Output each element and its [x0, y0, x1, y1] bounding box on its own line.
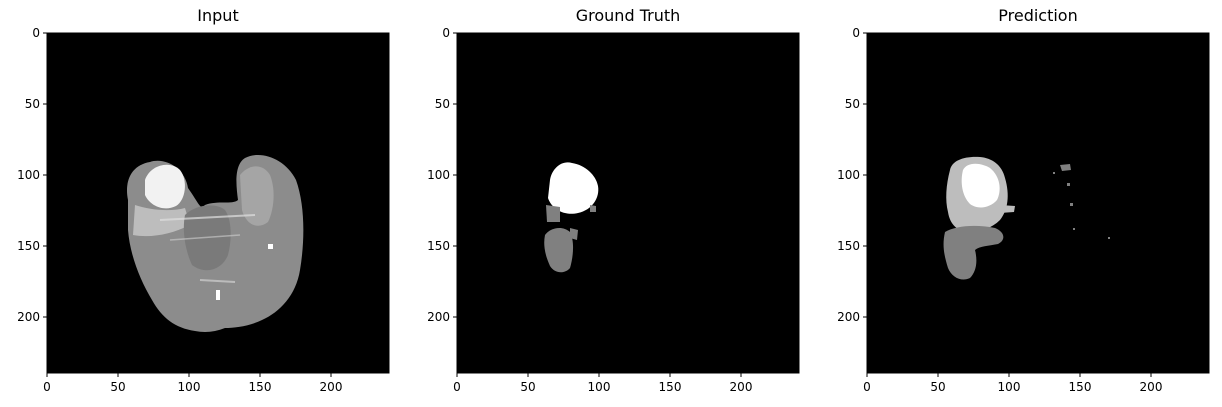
y-tick-label: 50 [435, 97, 450, 111]
x-axis: 0 50 100 150 200 [863, 373, 1162, 394]
x-tick-label: 200 [730, 380, 753, 394]
x-tick-label: 100 [998, 380, 1021, 394]
axes-prediction: 0 50 100 150 200 0 50 100 150 200 [837, 26, 1210, 394]
y-tick-label: 0 [32, 26, 40, 40]
panel-title: Prediction [998, 6, 1078, 25]
x-tick-label: 0 [863, 380, 871, 394]
axes-input: 0 50 100 150 200 0 50 100 150 200 [17, 26, 390, 394]
panel-input: Input 0 50 100 150 [0, 0, 400, 407]
x-tick-label: 150 [249, 380, 272, 394]
axes-frame [46, 32, 390, 374]
y-tick-label: 200 [427, 310, 450, 324]
x-tick-label: 200 [1140, 380, 1163, 394]
x-tick-label: 50 [520, 380, 535, 394]
axes-frame [866, 32, 1210, 374]
axes-frame [456, 32, 800, 374]
x-axis: 0 50 100 150 200 [43, 373, 342, 394]
y-tick-label: 150 [837, 239, 860, 253]
x-tick-label: 50 [110, 380, 125, 394]
x-tick-label: 150 [659, 380, 682, 394]
x-tick-label: 50 [930, 380, 945, 394]
segmentation-mask [544, 162, 599, 273]
panel-title: Ground Truth [575, 6, 681, 25]
x-tick-label: 200 [320, 380, 343, 394]
y-tick-label: 100 [427, 168, 450, 182]
x-axis: 0 50 100 150 200 [453, 373, 752, 394]
y-tick-label: 200 [837, 310, 860, 324]
image-area [457, 33, 799, 373]
x-tick-label: 100 [588, 380, 611, 394]
x-tick-label: 100 [178, 380, 201, 394]
y-tick-label: 150 [427, 239, 450, 253]
panel-ground-truth: Ground Truth 0 50 100 150 200 [410, 0, 810, 407]
brain-slice-image [126, 154, 304, 332]
x-tick-label: 0 [453, 380, 461, 394]
y-tick-label: 50 [845, 97, 860, 111]
segmentation-mask [943, 156, 1110, 280]
panel-title: Input [197, 6, 239, 25]
x-tick-label: 150 [1069, 380, 1092, 394]
y-tick-label: 0 [442, 26, 450, 40]
image-area [867, 33, 1209, 373]
y-tick-label: 100 [17, 168, 40, 182]
y-tick-label: 0 [852, 26, 860, 40]
panel-prediction: Prediction 0 50 100 150 200 [820, 0, 1220, 407]
y-axis: 0 50 100 150 200 [17, 26, 47, 324]
y-tick-label: 100 [837, 168, 860, 182]
y-tick-label: 50 [25, 97, 40, 111]
y-tick-label: 200 [17, 310, 40, 324]
y-tick-label: 150 [17, 239, 40, 253]
x-tick-label: 0 [43, 380, 51, 394]
y-axis: 0 50 100 150 200 [427, 26, 457, 324]
axes-ground-truth: 0 50 100 150 200 0 50 100 150 200 [427, 26, 800, 394]
y-axis: 0 50 100 150 200 [837, 26, 867, 324]
